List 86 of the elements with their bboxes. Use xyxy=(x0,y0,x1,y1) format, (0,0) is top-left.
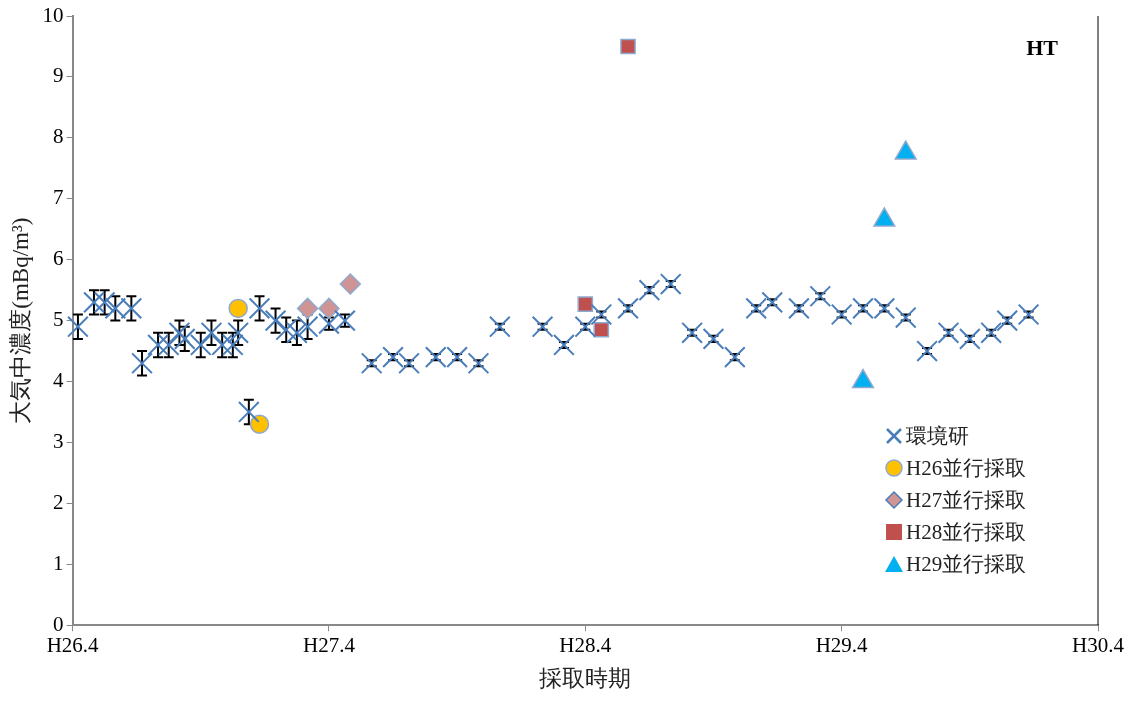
point xyxy=(852,297,874,320)
point xyxy=(593,321,610,338)
point xyxy=(67,315,89,338)
point xyxy=(221,334,244,356)
legend-label: H27並行採取 xyxy=(906,487,1027,514)
point xyxy=(467,352,490,375)
point xyxy=(147,334,169,356)
point xyxy=(788,297,810,320)
y-tick-label: 4 xyxy=(53,368,65,393)
point xyxy=(93,291,116,314)
point xyxy=(894,306,917,329)
x-tick-label: H30.4 xyxy=(1072,633,1125,658)
y-tick-label: 6 xyxy=(53,246,64,271)
x-tick-label: H27.4 xyxy=(302,633,356,658)
point xyxy=(553,334,575,356)
point xyxy=(681,321,704,344)
point xyxy=(916,340,938,362)
y-tick-label: 2 xyxy=(53,489,64,514)
point xyxy=(873,297,896,320)
annotation: HT xyxy=(1026,34,1059,60)
point xyxy=(248,297,271,320)
point xyxy=(211,334,234,356)
y-tick-label: 7 xyxy=(53,185,64,210)
point xyxy=(809,285,832,308)
point xyxy=(334,309,356,332)
point xyxy=(424,346,447,369)
point xyxy=(745,297,768,320)
y-tick-label: 1 xyxy=(53,550,64,575)
legend-label: 環境研 xyxy=(906,423,969,450)
point xyxy=(659,273,682,295)
point xyxy=(488,315,511,338)
point xyxy=(318,312,340,335)
point xyxy=(296,297,319,320)
point xyxy=(264,309,287,332)
point xyxy=(574,315,597,338)
point xyxy=(382,346,404,369)
point xyxy=(120,297,143,320)
point xyxy=(339,273,362,295)
point xyxy=(590,303,613,326)
y-tick-label: 0 xyxy=(53,611,64,636)
point xyxy=(723,346,746,369)
point xyxy=(189,334,212,356)
point xyxy=(168,321,191,344)
point xyxy=(104,297,127,320)
point xyxy=(577,296,594,312)
legend-label: H28並行採取 xyxy=(906,519,1027,546)
point xyxy=(228,298,248,319)
point xyxy=(980,321,1003,344)
point xyxy=(620,38,636,55)
y-tick-label: 3 xyxy=(53,428,64,453)
x-axis-title: 採取時期 xyxy=(539,666,632,692)
y-tick-label: 8 xyxy=(53,124,64,149)
x-tick-label: H26.4 xyxy=(46,633,100,658)
point xyxy=(1017,303,1040,326)
x-tick-label: H29.4 xyxy=(815,633,869,658)
point xyxy=(83,291,105,314)
y-tick-label: 9 xyxy=(53,63,64,88)
x-tick-label: H28.4 xyxy=(559,633,612,658)
point xyxy=(996,309,1019,332)
legend-label: H29並行採取 xyxy=(906,551,1027,578)
point xyxy=(237,401,260,423)
point xyxy=(702,327,725,350)
point xyxy=(296,315,319,338)
point xyxy=(531,315,554,338)
y-tick-label: 10 xyxy=(42,2,64,27)
point xyxy=(157,334,180,356)
point xyxy=(617,297,639,320)
point xyxy=(761,291,784,314)
point xyxy=(937,321,960,344)
point xyxy=(275,318,298,341)
point xyxy=(249,414,270,434)
point xyxy=(131,352,153,375)
y-tick-label: 5 xyxy=(53,307,64,332)
point xyxy=(173,327,196,350)
point xyxy=(830,303,853,326)
point xyxy=(446,346,469,369)
point xyxy=(318,297,340,320)
point xyxy=(360,352,383,375)
point xyxy=(286,321,308,344)
point xyxy=(638,279,661,302)
y-axis-title: 大気中濃度(mBq/m³) xyxy=(7,217,33,424)
point xyxy=(227,321,250,344)
point xyxy=(200,321,223,344)
legend-label: H26並行採取 xyxy=(906,455,1027,482)
point xyxy=(958,327,981,350)
point xyxy=(398,352,420,375)
